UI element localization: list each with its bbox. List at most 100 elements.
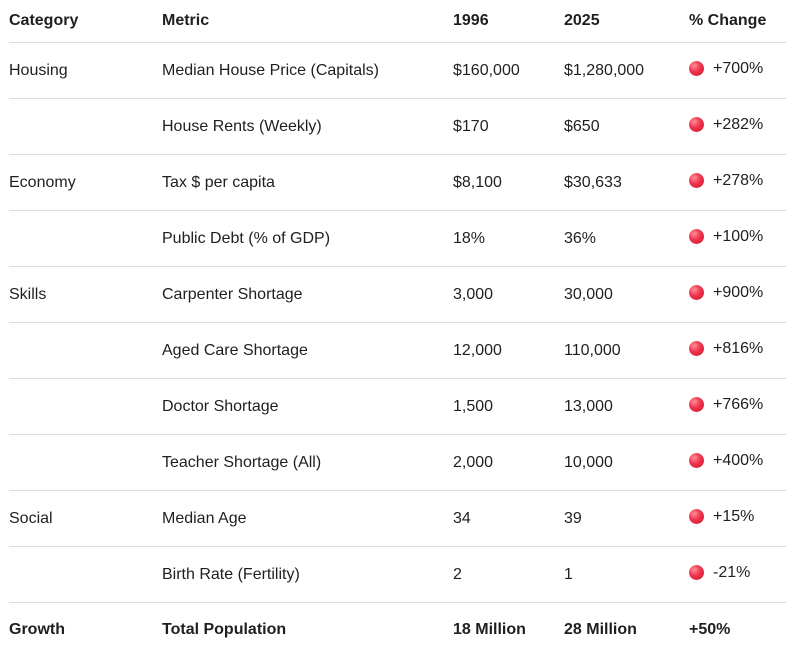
value-2025-cell: $650 [564,99,689,155]
red-circle-icon [689,453,704,468]
change-wrapper: +15% [689,508,754,526]
change-cell: +278% [689,155,786,211]
change-value: +50% [689,621,730,639]
change-cell: +282% [689,99,786,155]
category-cell [9,211,162,267]
metric-cell: Median House Price (Capitals) [162,43,453,99]
value-2025-cell: $30,633 [564,155,689,211]
change-wrapper: +766% [689,396,763,414]
change-value: +400% [713,452,763,470]
category-cell [9,99,162,155]
value-1996-cell: 2 [453,547,564,603]
metric-cell: Carpenter Shortage [162,267,453,323]
change-wrapper: +50% [689,621,730,639]
change-value: +766% [713,396,763,414]
value-1996-cell: $170 [453,99,564,155]
change-value: -21% [713,564,750,582]
metric-cell: Tax $ per capita [162,155,453,211]
change-value: +282% [713,116,763,134]
value-1996-cell: 18% [453,211,564,267]
change-cell: +50% [689,603,786,657]
category-cell: Housing [9,43,162,99]
table-header: Category Metric 1996 2025 % Change [9,0,786,43]
red-circle-icon [689,565,704,580]
change-cell: +900% [689,267,786,323]
category-cell [9,323,162,379]
change-cell: +400% [689,435,786,491]
category-cell [9,547,162,603]
change-wrapper: +700% [689,60,763,78]
header-category: Category [9,0,162,43]
change-cell: +100% [689,211,786,267]
change-cell: -21% [689,547,786,603]
change-cell: +766% [689,379,786,435]
red-circle-icon [689,397,704,412]
change-value: +900% [713,284,763,302]
value-1996-cell: 3,000 [453,267,564,323]
change-cell: +15% [689,491,786,547]
value-2025-cell: 36% [564,211,689,267]
value-1996-cell: 18 Million [453,603,564,657]
table-row: House Rents (Weekly)$170$650 +282% [9,99,786,155]
header-row: Category Metric 1996 2025 % Change [9,0,786,43]
change-cell: +816% [689,323,786,379]
change-wrapper: +100% [689,228,763,246]
change-value: +278% [713,172,763,190]
change-wrapper: +282% [689,116,763,134]
value-2025-cell: 10,000 [564,435,689,491]
change-wrapper: +278% [689,172,763,190]
comparison-table: Category Metric 1996 2025 % Change Housi… [9,0,786,657]
value-2025-cell: 39 [564,491,689,547]
red-circle-icon [689,61,704,76]
red-circle-icon [689,509,704,524]
category-cell [9,435,162,491]
value-2025-cell: 1 [564,547,689,603]
value-1996-cell: 12,000 [453,323,564,379]
metric-cell: Aged Care Shortage [162,323,453,379]
category-cell: Skills [9,267,162,323]
value-1996-cell: 1,500 [453,379,564,435]
metric-cell: Birth Rate (Fertility) [162,547,453,603]
value-1996-cell: $8,100 [453,155,564,211]
value-2025-cell: 110,000 [564,323,689,379]
metric-cell: Doctor Shortage [162,379,453,435]
category-cell: Social [9,491,162,547]
value-2025-cell: 28 Million [564,603,689,657]
category-cell: Growth [9,603,162,657]
change-value: +15% [713,508,754,526]
table-row: Public Debt (% of GDP)18%36% +100% [9,211,786,267]
category-cell [9,379,162,435]
value-2025-cell: 13,000 [564,379,689,435]
metric-cell: Public Debt (% of GDP) [162,211,453,267]
value-2025-cell: 30,000 [564,267,689,323]
metric-cell: Total Population [162,603,453,657]
metric-cell: House Rents (Weekly) [162,99,453,155]
change-wrapper: +400% [689,452,763,470]
value-1996-cell: 2,000 [453,435,564,491]
red-circle-icon [689,285,704,300]
change-wrapper: +816% [689,340,763,358]
change-cell: +700% [689,43,786,99]
red-circle-icon [689,173,704,188]
metric-cell: Median Age [162,491,453,547]
header-2025: 2025 [564,0,689,43]
value-2025-cell: $1,280,000 [564,43,689,99]
change-value: +100% [713,228,763,246]
header-1996: 1996 [453,0,564,43]
metric-cell: Teacher Shortage (All) [162,435,453,491]
value-1996-cell: 34 [453,491,564,547]
change-wrapper: +900% [689,284,763,302]
change-value: +816% [713,340,763,358]
change-wrapper: -21% [689,564,750,582]
header-change: % Change [689,0,786,43]
value-1996-cell: $160,000 [453,43,564,99]
